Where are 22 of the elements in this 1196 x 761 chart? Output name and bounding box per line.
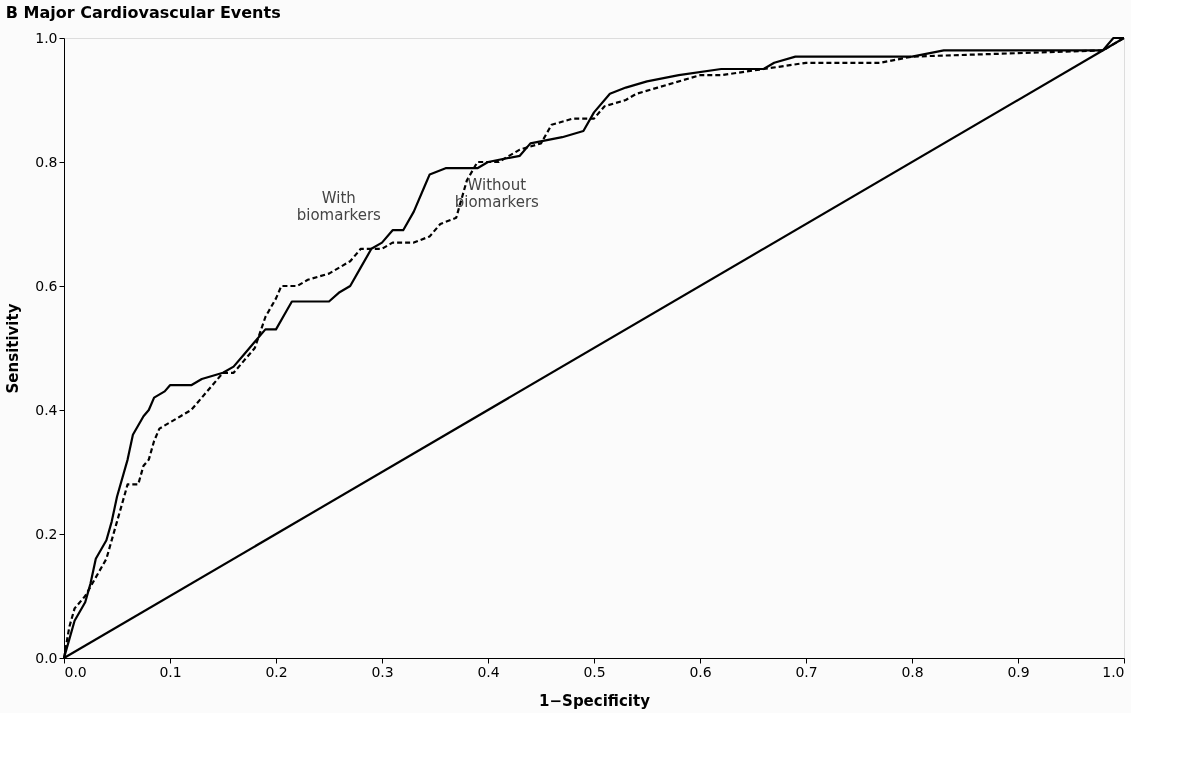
x-tick-label: 0.1 <box>159 663 182 680</box>
y-tick-label: 0.6 <box>35 277 58 294</box>
x-tick-label: 1.0 <box>1102 663 1125 680</box>
x-tick-label: 0.7 <box>795 663 818 680</box>
series-label: With biomarkers <box>296 188 382 224</box>
chart-title: B Major Cardiovascular Events <box>5 3 281 22</box>
y-tick-label: 0.8 <box>35 153 58 170</box>
x-tick-label: 0.4 <box>477 663 500 680</box>
y-tick-label: 0.2 <box>35 525 58 542</box>
x-tick-label: 0.3 <box>371 663 394 680</box>
y-tick-label: 1.0 <box>35 29 58 46</box>
x-tick-label: 0.5 <box>583 663 606 680</box>
x-tick-label: 0.8 <box>901 663 924 680</box>
x-tick-label: 0.2 <box>265 663 288 680</box>
y-tick-label: 0.0 <box>35 649 58 666</box>
y-tick-label: 0.4 <box>35 401 58 418</box>
x-axis-title: 1−Specificity <box>539 691 651 710</box>
x-tick-label: 0.9 <box>1007 663 1030 680</box>
y-axis-title: Sensitivity <box>4 303 23 394</box>
x-tick-label: 0.0 <box>64 663 87 680</box>
x-tick-label: 0.6 <box>689 663 712 680</box>
series-label: Without biomarkers <box>454 175 540 211</box>
